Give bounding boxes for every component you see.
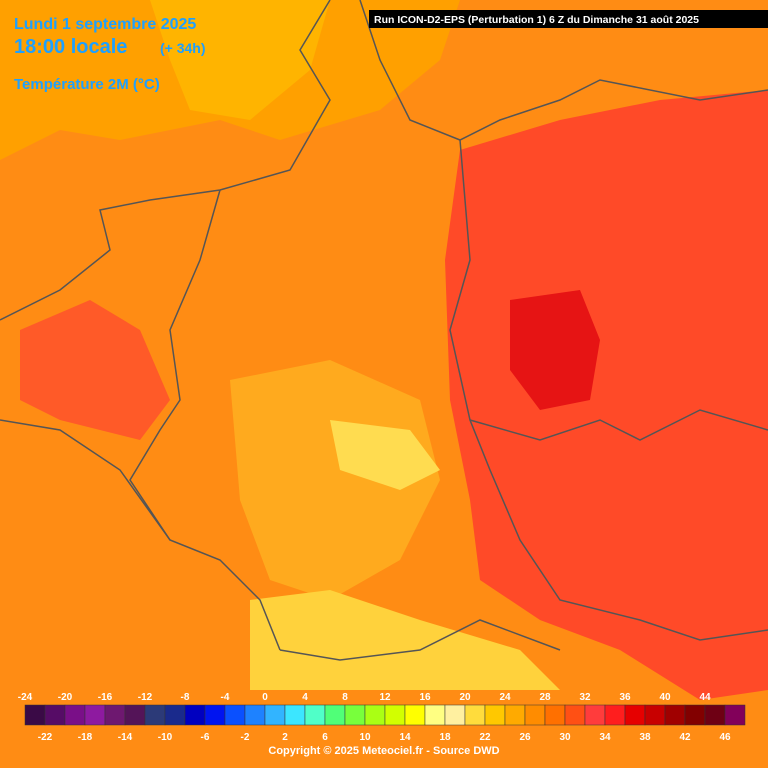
legend-swatch bbox=[644, 704, 666, 726]
legend-label: 8 bbox=[342, 692, 348, 703]
legend-label: -10 bbox=[158, 732, 173, 743]
legend-label: -2 bbox=[241, 732, 250, 743]
legend-label: 24 bbox=[499, 692, 511, 703]
legend-label: -16 bbox=[98, 692, 113, 703]
legend-swatch bbox=[484, 704, 506, 726]
legend-label: 0 bbox=[262, 692, 268, 703]
legend-label: 40 bbox=[659, 692, 671, 703]
legend-label: -12 bbox=[138, 692, 153, 703]
legend-swatch bbox=[184, 704, 206, 726]
legend-label: -14 bbox=[118, 732, 133, 743]
legend-swatch bbox=[24, 704, 46, 726]
legend-label: 10 bbox=[359, 732, 371, 743]
legend-swatch bbox=[504, 704, 526, 726]
legend-label: 12 bbox=[379, 692, 391, 703]
legend-swatch bbox=[544, 704, 566, 726]
legend-swatch bbox=[724, 704, 746, 726]
temp-zone bbox=[510, 290, 600, 410]
legend-label: 38 bbox=[639, 732, 651, 743]
legend-label: -4 bbox=[221, 692, 230, 703]
copyright: Copyright © 2025 Meteociel.fr - Source D… bbox=[268, 745, 499, 757]
forecast-time: 18:00 locale bbox=[14, 36, 127, 58]
legend-label: 14 bbox=[399, 732, 411, 743]
legend-swatch bbox=[464, 704, 486, 726]
legend-label: -22 bbox=[38, 732, 53, 743]
color-legend: -24-22-20-18-16-14-12-10-8-6-4-202468101… bbox=[18, 692, 746, 743]
legend-swatch bbox=[44, 704, 66, 726]
legend-swatch bbox=[104, 704, 126, 726]
legend-label: 32 bbox=[579, 692, 591, 703]
temp-zone bbox=[150, 0, 330, 120]
legend-label: 2 bbox=[282, 732, 288, 743]
legend-swatch bbox=[64, 704, 86, 726]
legend-label: 44 bbox=[699, 692, 711, 703]
legend-label: 30 bbox=[559, 732, 571, 743]
legend-swatch bbox=[444, 704, 466, 726]
legend-label: 26 bbox=[519, 732, 531, 743]
legend-swatch bbox=[264, 704, 286, 726]
legend-swatch bbox=[404, 704, 426, 726]
legend-swatch bbox=[664, 704, 686, 726]
legend-swatch bbox=[564, 704, 586, 726]
legend-swatch bbox=[124, 704, 146, 726]
legend-swatch bbox=[164, 704, 186, 726]
temp-zone bbox=[230, 360, 440, 600]
legend-swatch bbox=[524, 704, 546, 726]
legend-swatch bbox=[604, 704, 626, 726]
legend-label: -18 bbox=[78, 732, 93, 743]
legend-swatch bbox=[304, 704, 326, 726]
legend-label: 4 bbox=[302, 692, 308, 703]
borders bbox=[0, 0, 768, 661]
legend-swatch bbox=[84, 704, 106, 726]
legend-label: 46 bbox=[719, 732, 731, 743]
legend-label: -20 bbox=[58, 692, 73, 703]
forecast-offset: (+ 34h) bbox=[160, 40, 206, 56]
legend-label: 18 bbox=[439, 732, 451, 743]
legend-swatch bbox=[424, 704, 446, 726]
legend-label: -24 bbox=[18, 692, 33, 703]
legend-swatch bbox=[584, 704, 606, 726]
temp-zone bbox=[20, 300, 170, 440]
legend-swatch bbox=[364, 704, 386, 726]
legend-label: 28 bbox=[539, 692, 551, 703]
temp-zone bbox=[250, 590, 560, 690]
legend-swatch bbox=[144, 704, 166, 726]
legend-label: 20 bbox=[459, 692, 471, 703]
legend-swatch bbox=[244, 704, 266, 726]
legend-swatch bbox=[324, 704, 346, 726]
legend-swatch bbox=[624, 704, 646, 726]
legend-label: 42 bbox=[679, 732, 691, 743]
legend-label: -8 bbox=[181, 692, 190, 703]
legend-label: 16 bbox=[419, 692, 431, 703]
parameter-label: Température 2M (°C) bbox=[14, 76, 160, 93]
legend-swatch bbox=[204, 704, 226, 726]
run-info: Run ICON-D2-EPS (Perturbation 1) 6 Z du … bbox=[374, 14, 699, 26]
legend-swatch bbox=[224, 704, 246, 726]
legend-swatch bbox=[284, 704, 306, 726]
legend-label: 22 bbox=[479, 732, 491, 743]
legend-swatch bbox=[344, 704, 366, 726]
legend-swatch bbox=[704, 704, 726, 726]
legend-label: -6 bbox=[201, 732, 210, 743]
run-banner bbox=[369, 10, 768, 28]
legend-swatch bbox=[684, 704, 706, 726]
legend-swatch bbox=[384, 704, 406, 726]
legend-label: 34 bbox=[599, 732, 611, 743]
forecast-date: Lundi 1 septembre 2025 bbox=[14, 16, 196, 33]
temp-zone bbox=[330, 420, 440, 490]
legend-label: 6 bbox=[322, 732, 328, 743]
legend-label: 36 bbox=[619, 692, 631, 703]
